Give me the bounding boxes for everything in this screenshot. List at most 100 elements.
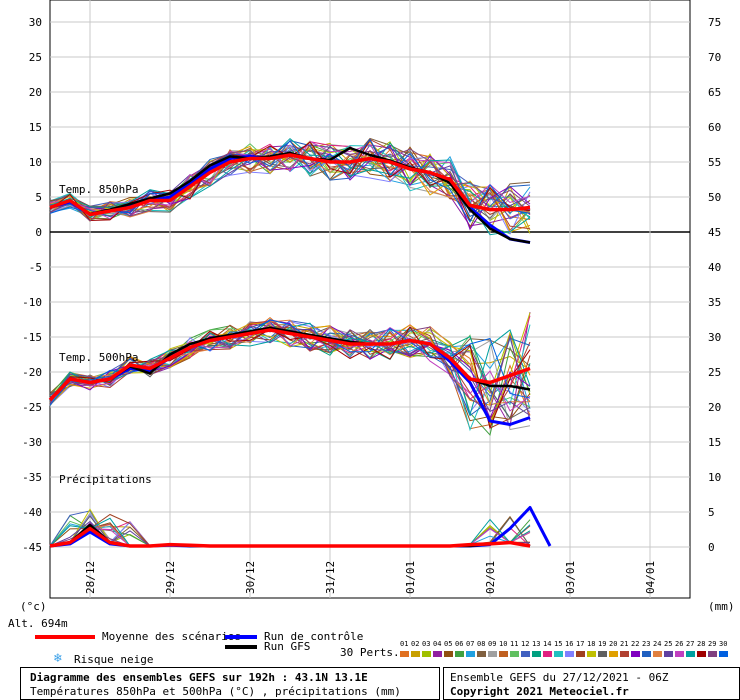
snowflake-icon: ❄	[54, 651, 62, 666]
gfs-run-line-t850	[49, 146, 531, 244]
left-tick-label: 5	[35, 191, 42, 204]
pert-swatch	[422, 651, 431, 657]
left-tick-label: -25	[22, 401, 42, 414]
left-tick-label: 15	[29, 121, 42, 134]
legend-control-line	[225, 635, 257, 639]
pert-number: 13	[532, 640, 541, 648]
right-tick-label: 55	[708, 156, 721, 169]
pert-swatch	[675, 651, 684, 657]
ensemble-mean-line-t500	[48, 328, 531, 402]
left-tick-label: 10	[29, 156, 42, 169]
date-tick-label: 28/12	[84, 561, 97, 594]
date-tick-label: 01/01	[404, 561, 417, 594]
panel-label-precip: Précipitations	[59, 473, 152, 486]
pert-number: 30	[719, 640, 728, 648]
pert-number: 22	[631, 640, 640, 648]
right-tick-label: 50	[708, 191, 721, 204]
pert-number: 03	[422, 640, 431, 648]
legend-snow-label: Risque neige	[74, 653, 154, 666]
pert-number: 28	[697, 640, 706, 648]
right-tick-label: 65	[708, 86, 721, 99]
pert-number: 21	[620, 640, 629, 648]
pert-swatch	[510, 651, 519, 657]
pert-swatch	[620, 651, 629, 657]
pert-swatch	[686, 651, 695, 657]
pert-swatch	[708, 651, 717, 657]
perturbation-line	[49, 138, 531, 223]
pert-swatch	[598, 651, 607, 657]
ensemble-mean-line-precip	[49, 526, 531, 548]
left-tick-label: -20	[22, 366, 42, 379]
right-tick-label: 70	[708, 51, 721, 64]
pert-number: 07	[466, 640, 475, 648]
plot-area	[49, 0, 691, 599]
pert-number: 24	[653, 640, 662, 648]
pert-swatch	[400, 651, 409, 657]
legend-gfs-label: Run GFS	[264, 640, 311, 653]
pert-number: 06	[455, 640, 464, 648]
perturbation-line	[49, 146, 531, 222]
pert-number: 11	[510, 640, 519, 648]
pert-swatch	[631, 651, 640, 657]
right-tick-label: 5	[708, 506, 715, 519]
left-tick-label: -35	[22, 471, 42, 484]
right-tick-label: 75	[708, 16, 721, 29]
pert-number: 10	[499, 640, 508, 648]
perturbation-line	[49, 144, 531, 231]
panel-label-t850: Temp. 850hPa	[59, 183, 138, 196]
date-tick-label: 03/01	[564, 561, 577, 594]
footer-run: Ensemble GEFS du 27/12/2021 - 06Z	[450, 671, 669, 684]
right-tick-label: 0	[708, 541, 715, 554]
pert-number: 26	[675, 640, 684, 648]
legend-perts-label: 30 Perts.	[340, 646, 400, 659]
legend-gfs-line	[225, 645, 257, 649]
pert-swatch	[642, 651, 651, 657]
pert-number: 18	[587, 640, 596, 648]
pert-number: 08	[477, 640, 486, 648]
pert-number: 01	[400, 640, 409, 648]
left-tick-label: 25	[29, 51, 42, 64]
pert-swatch	[664, 651, 673, 657]
left-tick-label: 30	[29, 16, 42, 29]
pert-number: 04	[433, 640, 442, 648]
pert-swatch	[455, 651, 464, 657]
right-tick-label: 30	[708, 331, 721, 344]
perturbation-line	[49, 138, 531, 236]
date-tick-label: 02/01	[484, 561, 497, 594]
date-tick-label: 30/12	[244, 561, 257, 594]
footer-copyright: Copyright 2021 Meteociel.fr	[450, 685, 629, 698]
perturbation-line	[49, 144, 531, 216]
right-tick-label: 45	[708, 226, 721, 239]
right-tick-label: 35	[708, 296, 721, 309]
pert-number: 09	[488, 640, 497, 648]
pert-number: 17	[576, 640, 585, 648]
pert-number: 27	[686, 640, 695, 648]
right-tick-label: 60	[708, 121, 721, 134]
pert-swatch	[587, 651, 596, 657]
left-tick-label: -45	[22, 541, 42, 554]
legend-control-label: Run de contrôle	[264, 630, 364, 643]
perturbation-line	[49, 322, 531, 406]
legend-mean-label: Moyenne des scénarios	[102, 630, 242, 643]
pert-number: 02	[411, 640, 420, 648]
right-tick-label: 15	[708, 436, 721, 449]
pert-number: 12	[521, 640, 530, 648]
right-tick-label: 40	[708, 261, 721, 274]
left-tick-label: -30	[22, 436, 42, 449]
pert-swatch	[499, 651, 508, 657]
pert-number: 14	[543, 640, 552, 648]
footer-title: Diagramme des ensembles GEFS sur 192h : …	[30, 671, 368, 684]
pert-swatch	[466, 651, 475, 657]
date-tick-label: 29/12	[164, 561, 177, 594]
pert-swatch	[543, 651, 552, 657]
pert-number: 20	[609, 640, 618, 648]
right-tick-label: 25	[708, 366, 721, 379]
pert-number: 25	[664, 640, 673, 648]
pert-swatch	[609, 651, 618, 657]
pert-swatch	[433, 651, 442, 657]
pert-swatch	[576, 651, 585, 657]
left-tick-label: -5	[29, 261, 42, 274]
left-tick-label: -10	[22, 296, 42, 309]
